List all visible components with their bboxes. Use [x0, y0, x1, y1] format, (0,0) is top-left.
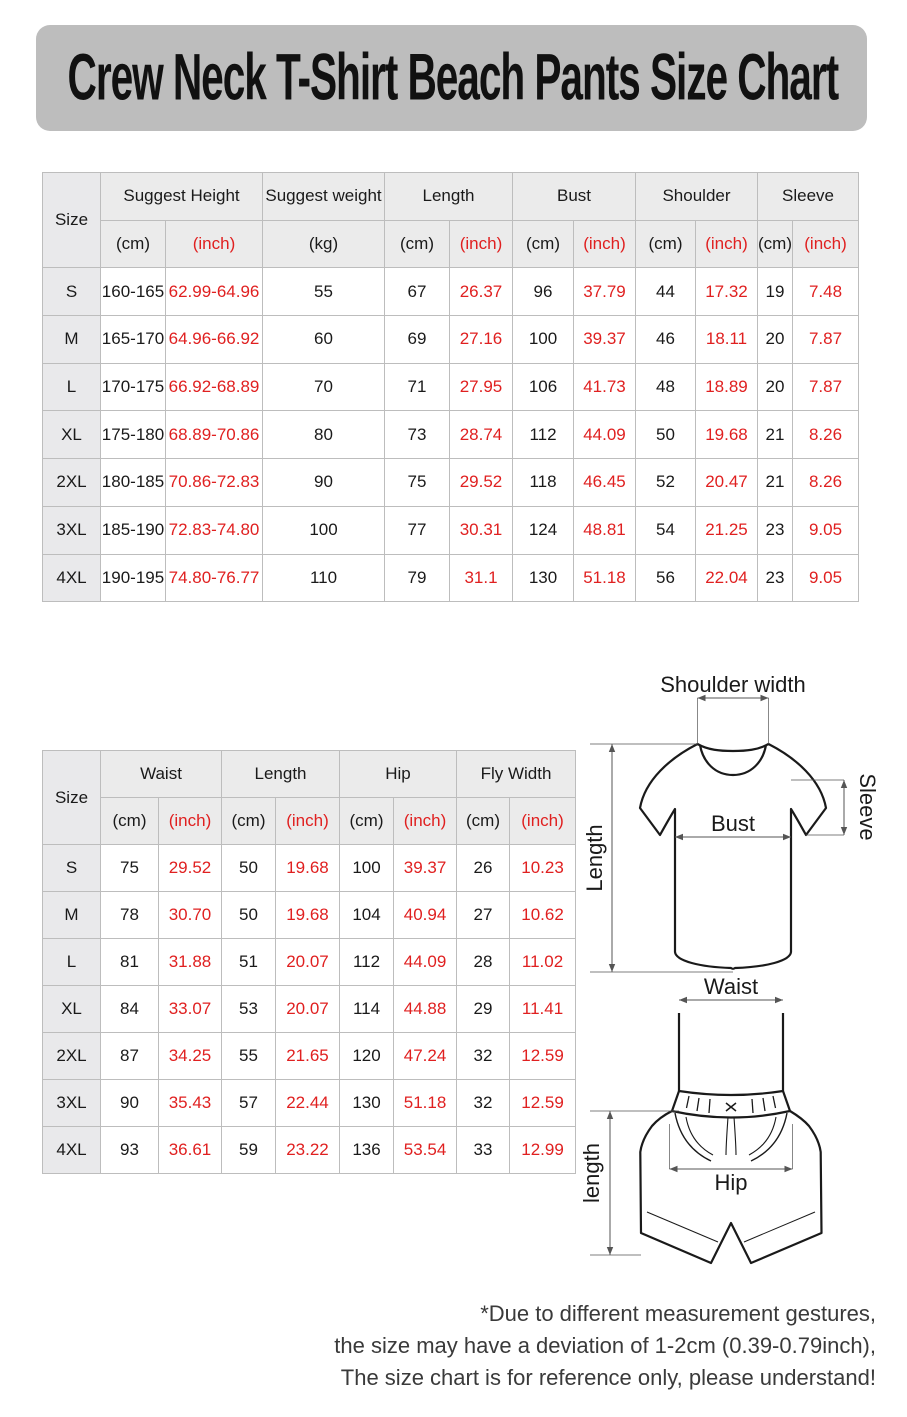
svg-text:Waist: Waist	[704, 974, 758, 999]
svg-text:Bust: Bust	[711, 811, 755, 836]
svg-text:Shoulder width: Shoulder width	[660, 672, 806, 697]
svg-text:length: length	[579, 1143, 604, 1203]
svg-text:Hip: Hip	[714, 1170, 747, 1195]
svg-text:Length: Length	[582, 824, 607, 891]
svg-text:Sleeve: Sleeve	[855, 773, 880, 840]
